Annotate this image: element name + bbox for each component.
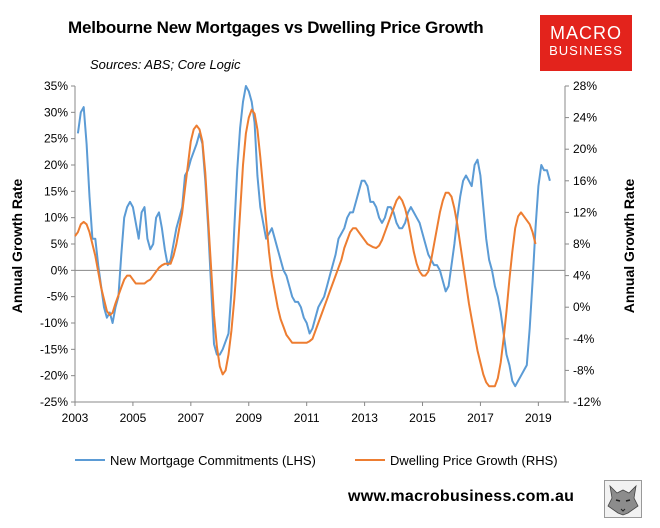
y-axis-label-right: Annual Growth Rate [621,179,637,314]
series-line-dwelling-price-growth [74,108,537,388]
x-tick-label: 2007 [177,411,204,425]
right-tick-label: 4% [573,269,591,283]
left-tick-label: -5% [47,290,69,304]
right-tick-label: 8% [573,237,591,251]
x-tick-label: 2017 [467,411,494,425]
left-tick-label: 5% [51,237,69,251]
left-axis: -25% -20% -15% -10% -5% 0% 5% 10% 15% 20% 25% 30% 35… [40,79,75,409]
x-tick-label: 2013 [351,411,378,425]
right-tick-label: 20% [573,142,597,156]
x-tick-label: 2005 [120,411,147,425]
left-tick-label: 25% [44,132,68,146]
left-tick-label: -25% [40,395,68,409]
chart-subtitle: Sources: ABS; Core Logic [90,57,241,72]
x-tick-label: 2009 [235,411,262,425]
right-tick-label: -4% [573,332,595,346]
left-tick-label: -15% [40,342,68,356]
x-tick-label: 2015 [409,411,436,425]
left-tick-label: 10% [44,211,68,225]
right-tick-label: 0% [573,300,591,314]
footer-url: www.macrobusiness.com.au [348,488,575,505]
left-tick-label: -10% [40,316,68,330]
left-tick-label: 20% [44,158,68,172]
left-tick-label: 35% [44,79,68,93]
chart-title: Melbourne New Mortgages vs Dwelling Pric… [68,18,484,37]
left-tick-label: -20% [40,369,68,383]
series-lines [74,85,551,388]
right-axis: -12% -8% -4% 0% 4% 8% 12% 16% 20% 24% 28% [565,79,601,409]
right-tick-label: 16% [573,174,597,188]
macrobusiness-logo: MACRO BUSINESS [540,15,632,71]
left-tick-label: 0% [51,263,69,277]
wolf-head-icon [604,480,642,518]
right-tick-label: -8% [573,363,595,377]
right-tick-label: 12% [573,205,597,219]
x-tick-label: 2003 [62,411,89,425]
left-tick-label: 30% [44,105,68,119]
legend-label-mortgage: New Mortgage Commitments (LHS) [110,453,316,468]
right-tick-label: -12% [573,395,601,409]
right-tick-label: 28% [573,79,597,93]
series-line-mortgage-commitments [76,85,551,388]
y-axis-label-left: Annual Growth Rate [9,179,25,314]
x-axis: 2003 2005 2007 2009 2011 2013 2015 2017 2019 [62,402,552,425]
logo-line2: BUSINESS [549,43,623,58]
x-tick-label: 2011 [294,411,320,425]
x-tick-label: 2019 [525,411,552,425]
left-tick-label: 15% [44,184,68,198]
legend-label-dwelling: Dwelling Price Growth (RHS) [390,453,558,468]
legend: New Mortgage Commitments (LHS) Dwelling … [75,453,558,468]
logo-line1: MACRO [550,23,622,43]
right-tick-label: 24% [573,111,597,125]
